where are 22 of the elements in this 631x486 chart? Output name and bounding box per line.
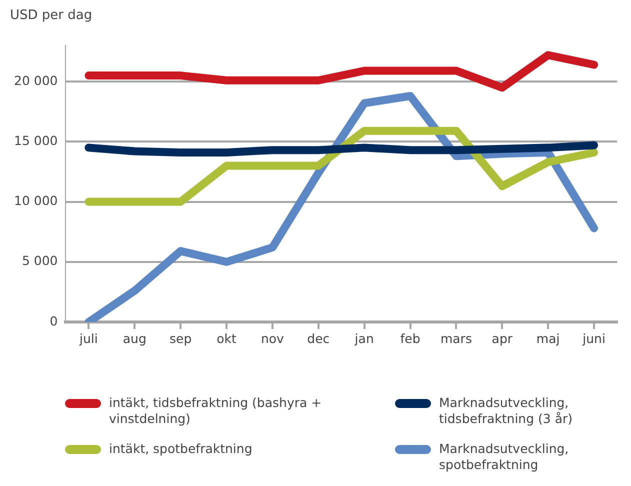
- y-axis-title: USD per dag: [10, 8, 92, 23]
- legend-label: intäkt, tidsbefraktning (bashyra + vinstdelning): [109, 395, 323, 427]
- x-tick-label: mars: [440, 330, 472, 346]
- legend-label: Marknadsutveckling, tidsbefraktning (3 år): [439, 395, 574, 427]
- y-tick-label: 0: [50, 313, 58, 328]
- x-tick-label: juli: [78, 330, 98, 346]
- x-tick-label: apr: [492, 330, 514, 346]
- x-tick-label: dec: [307, 330, 330, 346]
- x-tick-label: aug: [122, 330, 146, 346]
- y-tick-label: 20 000: [14, 72, 58, 88]
- x-tick-label: okt: [216, 330, 237, 346]
- y-tick-label: 15 000: [14, 132, 58, 148]
- y-tick-label: 10 000: [14, 193, 58, 208]
- x-tick-label: feb: [400, 330, 420, 346]
- legend-label: intäkt, spotbefraktning: [109, 441, 252, 457]
- x-tick-label: jan: [354, 330, 374, 346]
- x-tick-label: maj: [536, 330, 560, 346]
- x-tick-label: sep: [170, 330, 192, 346]
- legend-label: Marknadsutveckling, spotbefraktning: [439, 441, 570, 473]
- x-tick-label: nov: [260, 330, 285, 346]
- x-tick-label: juni: [582, 330, 606, 346]
- y-tick-label: 5 000: [22, 253, 58, 268]
